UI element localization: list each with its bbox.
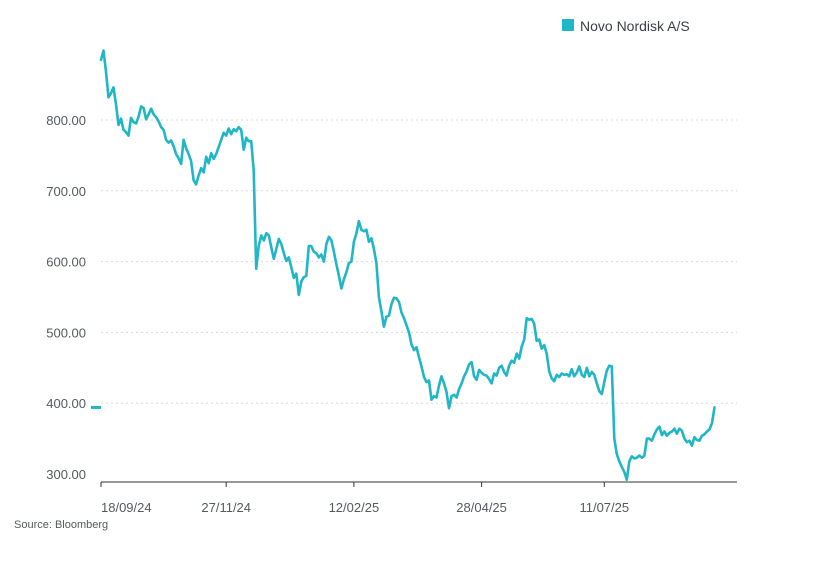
y-tick-label: 800.00 — [46, 113, 86, 128]
y-tick-label: 700.00 — [46, 184, 86, 199]
x-tick-label: 18/09/24 — [101, 500, 152, 515]
gridlines — [101, 119, 737, 404]
legend: Novo Nordisk A/S — [562, 18, 690, 34]
y-tick-label: 600.00 — [46, 255, 86, 270]
x-tick-label: 12/02/25 — [329, 500, 380, 515]
last-value-marker — [91, 405, 101, 409]
x-tick-label: 11/07/25 — [579, 500, 629, 515]
x-tick-label: 27/11/24 — [201, 500, 251, 515]
y-tick-label: 400.00 — [46, 396, 86, 411]
y-tick-label: 300.00 — [46, 467, 86, 482]
legend-swatch — [562, 19, 574, 31]
legend-label: Novo Nordisk A/S — [580, 18, 690, 34]
x-axis-ticks: 18/09/24 27/11/24 12/02/25 28/04/25 11/07/25 — [100, 482, 629, 515]
x-tick-label: 28/04/25 — [456, 500, 507, 515]
y-tick-label: 500.00 — [46, 325, 86, 340]
y-axis-ticks: 300.00 400.00 500.00 600.00 700.00 800.00 — [46, 113, 86, 482]
series-line-novo-nordisk — [99, 49, 716, 481]
source-note: Source: Bloomberg — [14, 519, 109, 531]
